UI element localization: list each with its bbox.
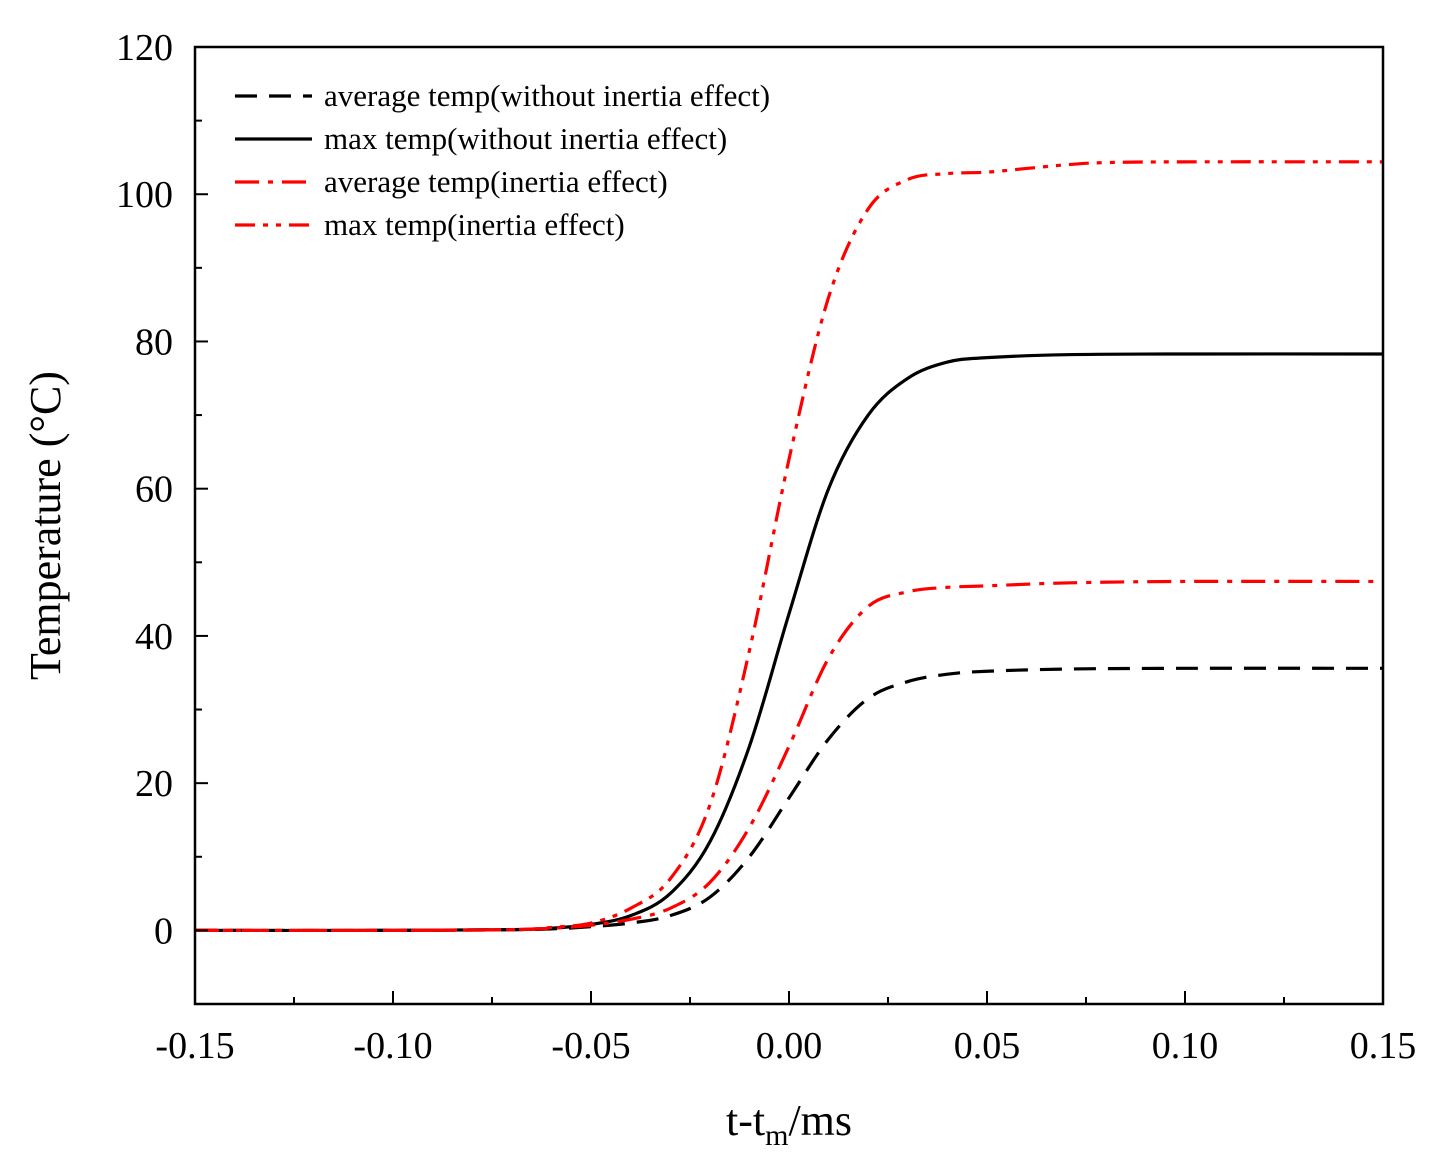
x-axis-title-sub: m [765,1119,788,1152]
legend-label-1: average temp(without inertia effect) [324,78,770,113]
legend-label-4: max temp(inertia effect) [324,207,625,242]
axis-ticks [194,46,1384,1005]
y-tick-label: 60 [135,469,173,511]
legend-label-2: max temp(without inertia effect) [324,121,727,156]
x-tick-label: 0.15 [1350,1025,1417,1067]
y-tick-label: 80 [135,321,173,363]
x-tick-label: 0.10 [1152,1025,1219,1067]
y-tick-label: 100 [116,174,173,216]
series-line-3 [194,579,1384,933]
y-tick-label: 40 [135,616,173,658]
series-layer [194,160,1384,933]
y-tick-label: 20 [135,763,173,805]
x-tick-label: 0.00 [756,1025,823,1067]
x-axis-title-suffix: /ms [788,1096,852,1145]
x-tick-label: -0.10 [353,1025,432,1067]
legend-label-3: average temp(inertia effect) [324,164,668,199]
y-tick-label: 0 [154,910,173,952]
series-line-1 [194,666,1384,933]
x-axis-title-main: t-t [726,1096,765,1145]
x-axis-title: t-tm/ms [726,1096,852,1152]
x-tick-label: -0.05 [551,1025,630,1067]
series-line-4 [194,160,1384,933]
x-tick-label: -0.15 [155,1025,234,1067]
y-tick-label: 120 [116,27,173,69]
tick-labels: -0.15 -0.10 -0.05 0.00 0.05 0.10 0.15 0 20 40 60 80… [116,27,1416,1067]
x-tick-label: 0.05 [954,1025,1021,1067]
y-axis-title: Temperature (°C) [21,371,70,680]
legend: average temp(without inertia effect) max … [235,78,770,242]
series-line-2 [194,352,1384,933]
